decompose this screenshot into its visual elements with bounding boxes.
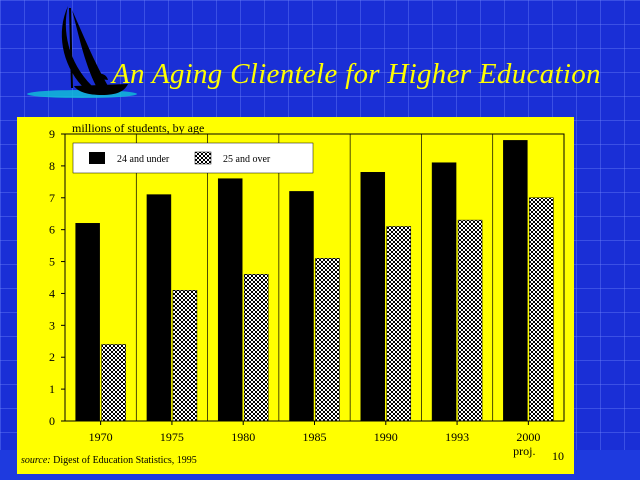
x-tick-label: 1975 bbox=[160, 430, 184, 444]
bar-over-25-0 bbox=[101, 344, 126, 422]
chart-title: millions of students, by age bbox=[72, 121, 204, 135]
bar-under-24-0 bbox=[75, 223, 100, 422]
slide-title: An Aging Clientele for Higher Education bbox=[112, 58, 601, 90]
y-tick-label: 4 bbox=[49, 286, 55, 300]
y-tick-label: 2 bbox=[49, 350, 55, 364]
y-tick-label: 0 bbox=[49, 414, 55, 428]
y-tick-label: 8 bbox=[49, 159, 55, 173]
x-tick-label: proj. bbox=[513, 444, 535, 458]
source-note: source: Digest of Education Statistics, … bbox=[21, 455, 197, 466]
bar-over-25-4 bbox=[386, 226, 412, 422]
y-tick-label: 1 bbox=[49, 382, 55, 396]
legend-swatch-under-24 bbox=[89, 152, 105, 164]
x-tick-label: 1990 bbox=[374, 430, 398, 444]
x-tick-label: 2000 bbox=[516, 430, 540, 444]
bar-over-25-1 bbox=[172, 290, 198, 422]
y-tick-label: 9 bbox=[49, 127, 55, 141]
source-prefix: source: bbox=[21, 455, 51, 466]
x-tick-label: 1985 bbox=[303, 430, 327, 444]
bar-over-25-6 bbox=[529, 197, 554, 422]
bar-chart: 0 1 2 3 4 5 6 7 8 9 1970 1975 1980 1985 1990 1993 2000pr… bbox=[49, 121, 565, 458]
y-tick-label: 3 bbox=[49, 318, 55, 332]
legend-box bbox=[72, 142, 314, 174]
x-tick-label: 1993 bbox=[445, 430, 469, 444]
chart-bars bbox=[75, 140, 554, 422]
bar-over-25-3 bbox=[315, 258, 340, 422]
bar-under-24-2 bbox=[217, 178, 243, 422]
y-tick-label: 7 bbox=[49, 191, 55, 205]
chart-axes: 0 1 2 3 4 5 6 7 8 9 1970 1975 1980 1985 1990 1993 2000pr… bbox=[49, 127, 565, 458]
x-tick-label: 1980 bbox=[231, 430, 255, 444]
source-text: Digest of Education Statistics, 1995 bbox=[50, 455, 197, 466]
y-tick-label: 5 bbox=[49, 255, 55, 269]
bar-over-25-2 bbox=[243, 274, 269, 422]
bar-under-24-1 bbox=[146, 194, 172, 422]
page-number: 10 bbox=[552, 449, 564, 463]
legend-swatch-over-25 bbox=[194, 151, 212, 165]
chart-grid bbox=[135, 134, 494, 421]
bar-under-24-3 bbox=[289, 191, 314, 422]
bar-over-25-5 bbox=[457, 219, 483, 422]
bar-under-24-6 bbox=[503, 140, 528, 422]
bar-under-24-4 bbox=[360, 172, 386, 422]
sailboat-logo bbox=[27, 6, 137, 98]
plot-frame bbox=[64, 133, 565, 422]
legend-label-under-24: 24 and under bbox=[117, 154, 170, 165]
chart-legend: 24 and under 25 and over bbox=[72, 142, 314, 174]
bar-under-24-5 bbox=[431, 162, 457, 422]
y-tick-label: 6 bbox=[49, 223, 55, 237]
legend-label-over-25: 25 and over bbox=[223, 154, 271, 165]
x-tick-label: 1970 bbox=[89, 430, 113, 444]
chart-panel: 0 1 2 3 4 5 6 7 8 9 1970 1975 1980 1985 1990 1993 2000 pr… bbox=[17, 117, 574, 474]
